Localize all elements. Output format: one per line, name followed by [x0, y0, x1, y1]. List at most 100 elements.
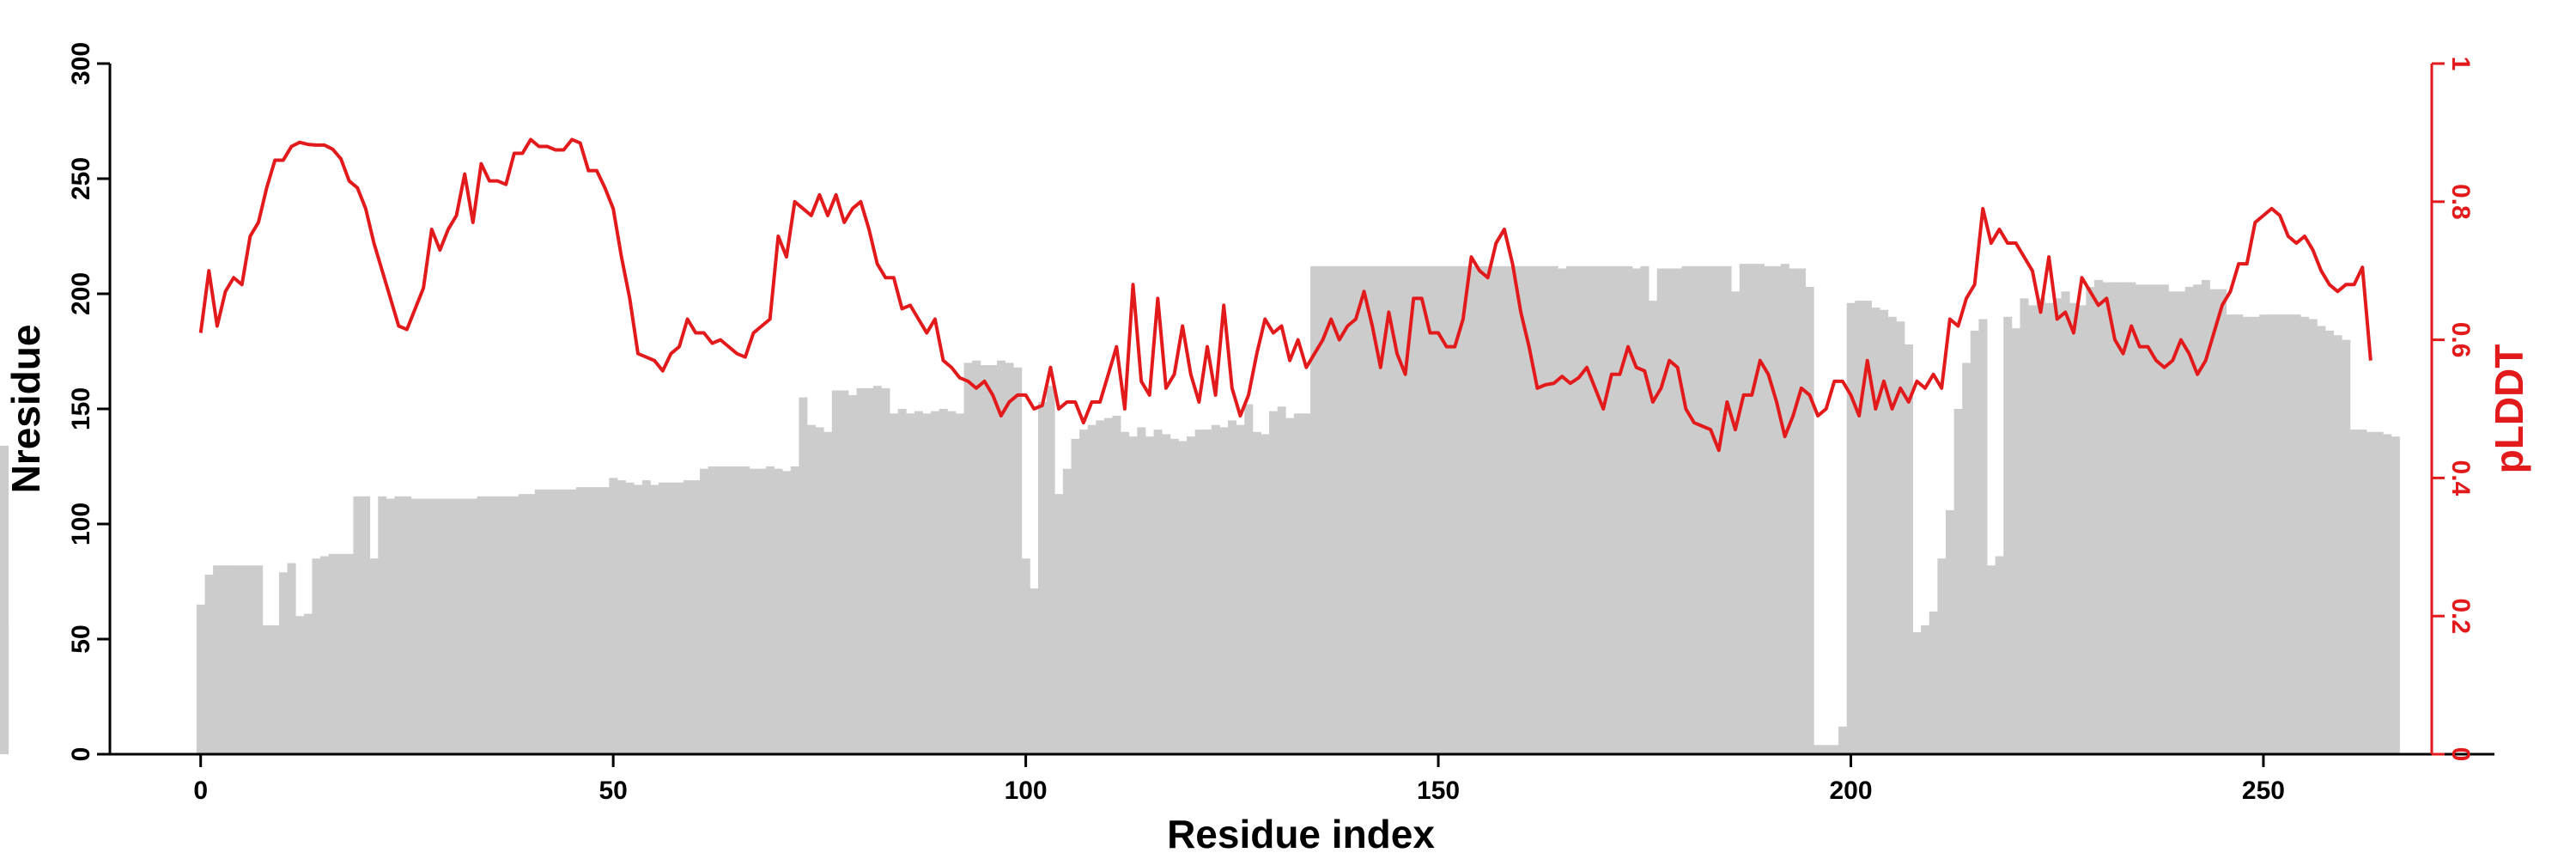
nresidue-bar [246, 565, 255, 754]
nresidue-bar [2184, 286, 2194, 755]
nresidue-bar [1252, 431, 1261, 754]
x-ticks: 0 50 100 150 200 250 [193, 754, 2285, 805]
nresidue-bar [575, 487, 585, 754]
nresidue-bar [328, 553, 337, 754]
nresidue-bar [1978, 319, 1988, 754]
nresidue-bar [1409, 265, 1419, 755]
left-y-ticks: 0 50 100 150 200 250 300 [67, 42, 110, 761]
nresidue-bar [1846, 302, 1856, 755]
nresidue-bar [774, 468, 783, 754]
nresidue-bar [2111, 282, 2120, 755]
nresidue-bar [1021, 558, 1030, 754]
nresidue-bar [2275, 314, 2285, 754]
nresidue-bar [568, 489, 577, 754]
left-y-tick-label: 100 [67, 503, 95, 545]
nresidue-bar [1450, 265, 1460, 755]
nresidue-bar [403, 496, 412, 754]
nresidue-bar [1731, 291, 1741, 754]
nresidue-bar [1722, 265, 1732, 755]
nresidue-bar [988, 365, 998, 754]
nresidue-bar [881, 387, 890, 754]
nresidue-bar [1549, 265, 1558, 755]
nresidue-bar [2358, 430, 2367, 754]
nresidue-bar [2086, 286, 2095, 755]
nresidue-bar [1219, 427, 1229, 754]
nresidue-bar [914, 411, 923, 754]
nresidue-bar [1780, 264, 1789, 754]
nresidue-bar [2383, 434, 2392, 754]
nresidue-bar [1352, 265, 1361, 755]
nresidue-bar [2069, 302, 2079, 755]
nresidue-bar [295, 616, 305, 754]
nresidue-bar [749, 468, 758, 754]
nresidue-bar [1706, 265, 1716, 755]
nresidue-bar [872, 386, 882, 754]
right-y-tick-label: 0.6 [2446, 322, 2475, 358]
nresidue-bar [353, 496, 362, 754]
nresidue-bar [724, 466, 733, 754]
nresidue-bar [221, 565, 230, 754]
nresidue-bar [1764, 265, 1773, 755]
nresidue-bar [2028, 305, 2038, 754]
nresidue-bar [2044, 302, 2054, 755]
nresidue-bar [1359, 265, 1369, 755]
nresidue-bar [856, 387, 866, 754]
nresidue-bar [1665, 268, 1674, 754]
nresidue-bars [0, 264, 2400, 755]
nresidue-bar [2003, 316, 2013, 754]
x-tick-label: 150 [1417, 777, 1460, 805]
nresidue-bar [444, 498, 453, 754]
nresidue-bar [584, 487, 593, 754]
nresidue-bar [600, 487, 610, 754]
nresidue-bar [534, 489, 544, 754]
nresidue-bar [1962, 362, 1971, 754]
nresidue-bar [518, 494, 527, 754]
nresidue-bar [666, 482, 676, 754]
nresidue-bar [1005, 362, 1014, 754]
nresidue-bar [906, 413, 915, 754]
nresidue-bar [2300, 316, 2310, 754]
nresidue-bar [361, 496, 371, 754]
nresidue-bar [510, 496, 519, 754]
nresidue-bar [996, 360, 1005, 754]
nresidue-bar [1698, 265, 1707, 755]
nresidue-bar [2366, 431, 2376, 754]
nresidue-bar [254, 565, 264, 754]
nresidue-bar [419, 498, 428, 754]
nresidue-bar [897, 409, 907, 754]
nresidue-bar [2374, 431, 2384, 754]
nresidue-bar [1137, 427, 1146, 754]
nresidue-bar [1046, 386, 1055, 754]
left-y-tick-label: 250 [67, 157, 95, 200]
nresidue-bar [1327, 265, 1336, 755]
nresidue-bar [1797, 268, 1807, 754]
nresidue-bar [1789, 268, 1798, 754]
x-axis-title: Residue index [1167, 812, 1435, 856]
nresidue-bar [2342, 339, 2351, 754]
nresidue-bar [1862, 301, 1872, 754]
x-tick-label: 50 [598, 777, 627, 805]
nresidue-bar [1649, 301, 1658, 754]
nresidue-bar [204, 574, 214, 754]
nresidue-bar [1203, 430, 1212, 754]
nresidue-bar [2333, 335, 2342, 754]
nresidue-bar [237, 565, 246, 754]
nresidue-bar [543, 489, 552, 754]
nresidue-bar [410, 498, 420, 754]
nresidue-bar [1656, 268, 1666, 754]
nresidue-bar [1607, 265, 1617, 755]
nresidue-bar [1970, 330, 1979, 754]
nresidue-bar [1755, 264, 1765, 754]
nresidue-bar [1838, 726, 1848, 754]
nresidue-bar [1558, 268, 1567, 754]
nresidue-bar [1880, 309, 1889, 754]
nresidue-bar [1772, 265, 1782, 755]
nresidue-bar [782, 471, 792, 754]
nresidue-bar [2152, 284, 2161, 754]
nresidue-bar [757, 468, 767, 754]
nresidue-bar [939, 409, 948, 754]
nresidue-bar [1681, 265, 1691, 755]
nresidue-bar [2283, 314, 2293, 754]
nresidue-bar [1855, 301, 1864, 754]
nresidue-bar [551, 489, 561, 754]
